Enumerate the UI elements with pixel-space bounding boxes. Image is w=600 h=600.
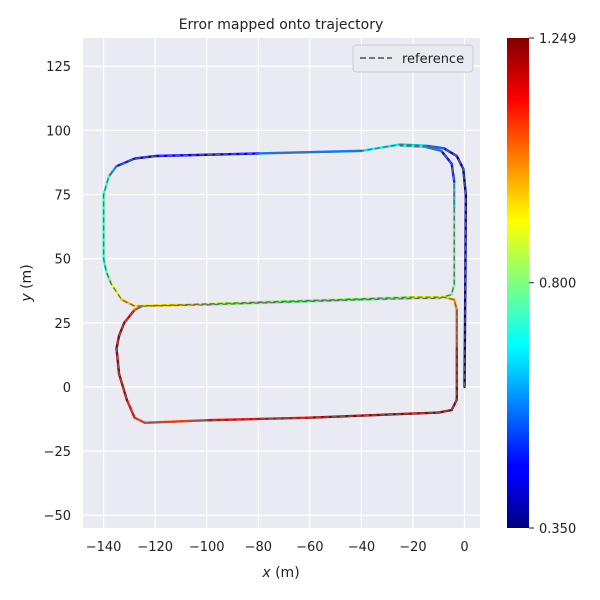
colorbar-tick-label: 1.249 (539, 32, 576, 47)
y-tick-label: 100 (46, 124, 71, 139)
trajectory-segment (115, 347, 121, 376)
colorbar-tick-label: 0.800 (539, 277, 576, 292)
colorbar-gradient (507, 38, 529, 528)
x-tick-label: −120 (137, 540, 173, 555)
y-tick-label: 0 (63, 381, 71, 396)
y-tick-label: 125 (46, 60, 71, 75)
legend-reference-label: reference (402, 52, 464, 67)
y-tick-label: 50 (54, 253, 71, 268)
x-tick-label: −100 (189, 540, 225, 555)
reference-line (102, 143, 467, 424)
reference-trajectory (102, 143, 467, 424)
x-tick-labels: −140 −120 −100 −80 −60 −40 −20 0 (86, 540, 469, 555)
colorbar: 0.350 0.800 1.249 (507, 32, 576, 537)
legend-box (352, 44, 474, 73)
x-tick-label: −60 (296, 540, 323, 555)
x-tick-label: −20 (399, 540, 426, 555)
chart-title: Error mapped onto trajectory (179, 17, 384, 33)
y-tick-label: −50 (44, 509, 71, 524)
plot-area (83, 38, 480, 528)
legend: reference (352, 44, 474, 73)
x-axis-label: x (m) (261, 565, 299, 581)
y-axis-label: y (m) (19, 264, 35, 302)
y-tick-labels: −50 −25 0 25 50 75 100 125 (44, 60, 71, 524)
colorbar-ticks: 0.350 0.800 1.249 (529, 32, 576, 537)
colorbar-tick-label: 0.350 (539, 522, 576, 537)
x-tick-label: −40 (348, 540, 375, 555)
trajectory-segment (398, 144, 428, 149)
y-tick-label: −25 (44, 445, 71, 460)
x-tick-label: −140 (86, 540, 122, 555)
y-gridlines (83, 65, 480, 516)
y-tick-label: 75 (54, 188, 71, 203)
y-tick-label: 25 (54, 317, 71, 332)
x-tick-label: −80 (245, 540, 272, 555)
trajectory-segment (398, 143, 428, 147)
x-gridlines (103, 38, 466, 528)
x-tick-label: 0 (460, 540, 468, 555)
